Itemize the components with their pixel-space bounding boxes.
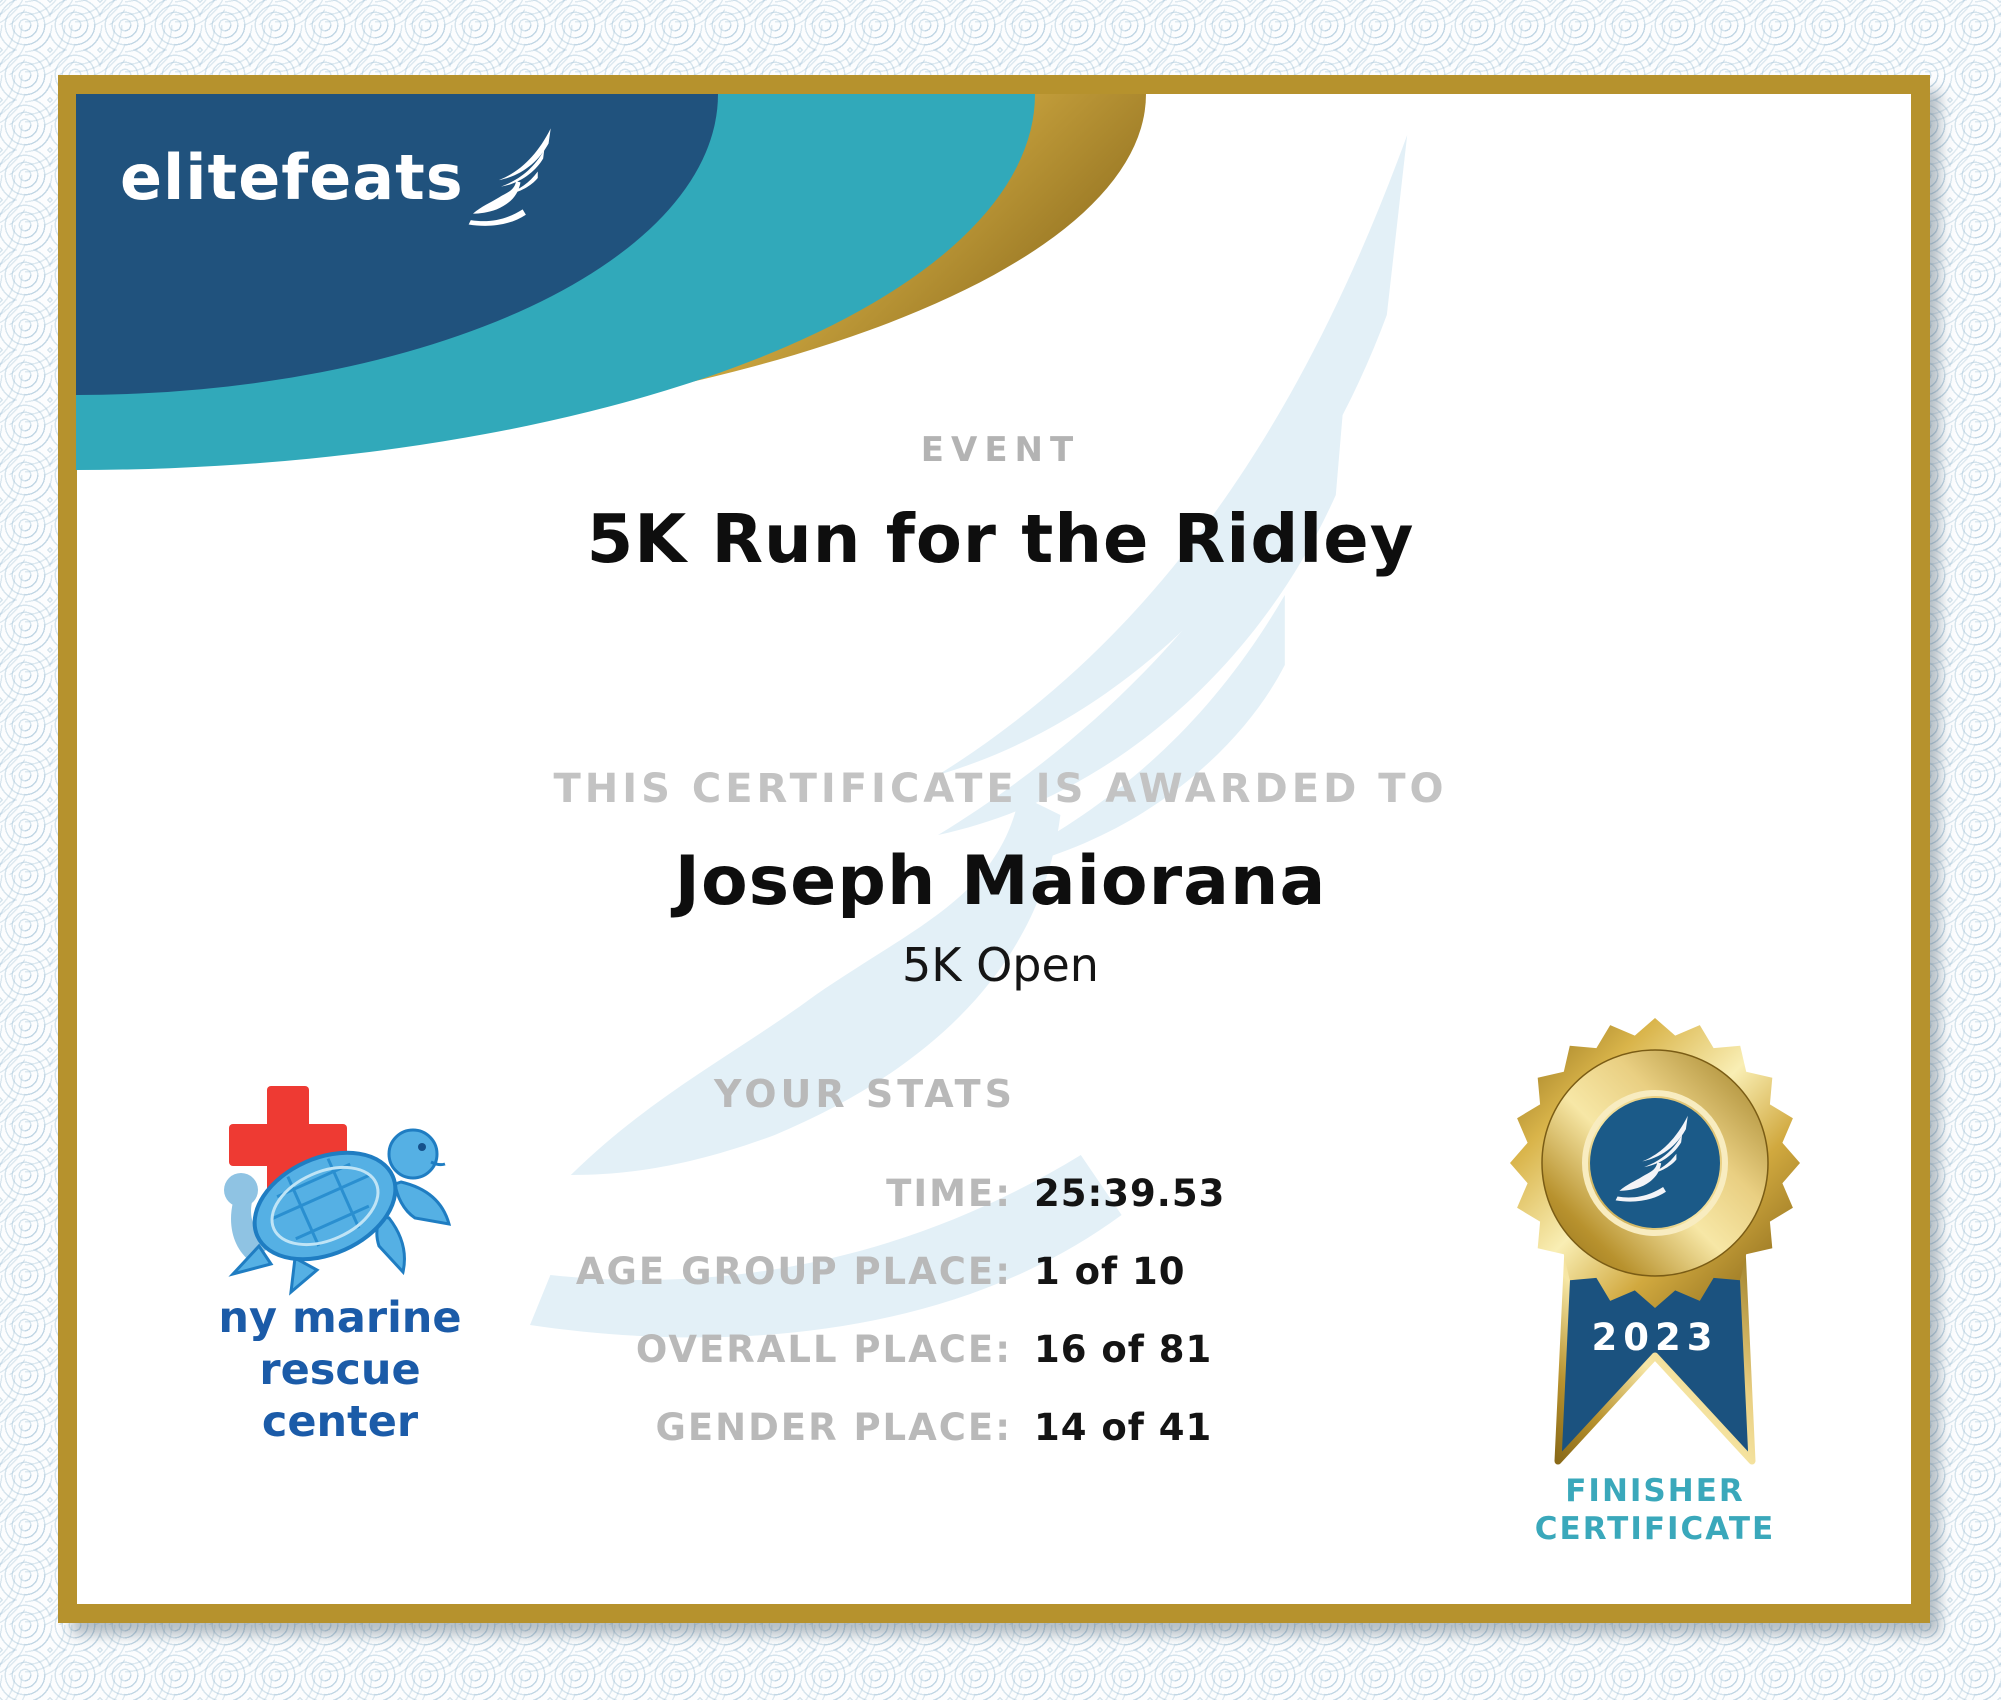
brand-logo: elitefeats bbox=[120, 128, 568, 232]
winged-foot-logo-icon bbox=[468, 128, 551, 226]
event-title: 5K Run for the Ridley bbox=[586, 500, 1415, 578]
medal-caption-line1: FINISHER bbox=[1565, 1473, 1745, 1509]
sponsor-name-line1: ny marine bbox=[218, 1293, 462, 1343]
awarded-to-label: THIS CERTIFICATE IS AWARDED TO bbox=[553, 766, 1448, 812]
stats-list: TIME: 25:39.53 AGE GROUP PLACE: 1 of 10 … bbox=[240, 1168, 1740, 1480]
stat-row-time: TIME: 25:39.53 bbox=[240, 1168, 1740, 1220]
medal-caption: FINISHER CERTIFICATE bbox=[1500, 1472, 1810, 1548]
brand-logo-text: elitefeats bbox=[120, 141, 464, 214]
stat-value: 25:39.53 bbox=[1034, 1172, 1226, 1215]
stat-value: 1 of 10 bbox=[1034, 1250, 1186, 1293]
sponsor-turtle-graphic bbox=[224, 1086, 452, 1296]
winged-foot-medal-icon bbox=[1615, 1115, 1688, 1202]
medal-year: 2023 bbox=[1592, 1316, 1719, 1359]
sponsor-logo: ny marine rescue center bbox=[175, 1078, 505, 1448]
turtle-icon bbox=[228, 1128, 452, 1296]
sponsor-name: ny marine rescue center bbox=[175, 1292, 505, 1448]
medal-caption-line2: CERTIFICATE bbox=[1534, 1511, 1776, 1547]
stats-heading: YOUR STATS bbox=[714, 1072, 1016, 1116]
stat-value: 16 of 81 bbox=[1034, 1328, 1213, 1371]
sponsor-name-line2: rescue center bbox=[259, 1345, 421, 1447]
stat-label: GENDER PLACE: bbox=[655, 1406, 1012, 1449]
runner-name: Joseph Maiorana bbox=[674, 842, 1327, 921]
stat-label: AGE GROUP PLACE: bbox=[575, 1250, 1012, 1293]
race-division: 5K Open bbox=[902, 938, 1099, 992]
winged-foot-watermark-icon bbox=[530, 135, 1408, 1338]
seal-icon bbox=[224, 1173, 271, 1262]
stat-label: OVERALL PLACE: bbox=[635, 1328, 1012, 1371]
stat-value: 14 of 41 bbox=[1034, 1406, 1213, 1449]
stat-row-gender-place: GENDER PLACE: 14 of 41 bbox=[240, 1402, 1740, 1454]
finisher-medal: 2023 bbox=[1510, 1018, 1800, 1465]
event-label: EVENT bbox=[920, 430, 1081, 470]
stat-row-age-group-place: AGE GROUP PLACE: 1 of 10 bbox=[240, 1246, 1740, 1298]
stat-label: TIME: bbox=[886, 1172, 1012, 1215]
stat-row-overall-place: OVERALL PLACE: 16 of 81 bbox=[240, 1324, 1740, 1376]
